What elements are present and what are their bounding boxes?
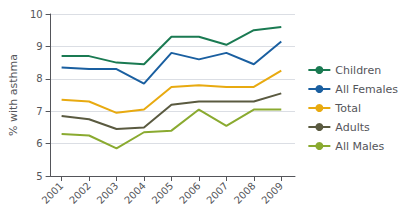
svg-text:6: 6 (36, 138, 42, 149)
svg-text:Total: Total (334, 102, 361, 115)
svg-text:10: 10 (30, 9, 43, 20)
svg-text:2002: 2002 (67, 180, 93, 206)
svg-text:2003: 2003 (95, 180, 121, 206)
svg-text:2005: 2005 (150, 180, 176, 206)
svg-text:2004: 2004 (122, 180, 148, 206)
svg-text:Children: Children (335, 64, 381, 77)
svg-text:% with asthma: % with asthma (7, 54, 20, 136)
svg-text:Adults: Adults (335, 121, 370, 134)
svg-text:7: 7 (36, 106, 42, 117)
svg-text:8: 8 (36, 73, 42, 84)
svg-text:2009: 2009 (259, 180, 285, 206)
svg-text:2001: 2001 (40, 180, 66, 206)
svg-text:5: 5 (36, 171, 42, 182)
svg-text:2006: 2006 (177, 180, 203, 206)
svg-text:9: 9 (36, 41, 42, 52)
svg-text:All Males: All Males (335, 140, 384, 153)
svg-text:2008: 2008 (232, 180, 258, 206)
svg-text:All Females: All Females (335, 83, 398, 96)
svg-text:2007: 2007 (204, 180, 230, 206)
